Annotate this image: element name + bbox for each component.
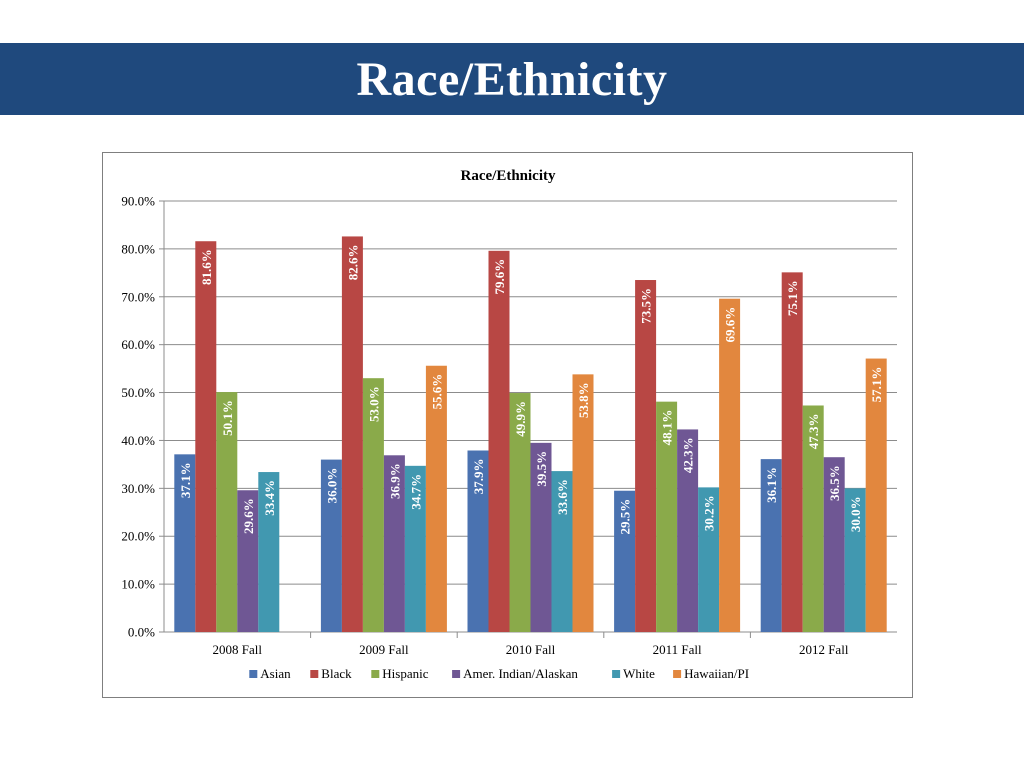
- legend-swatch: [673, 670, 682, 678]
- y-tick-label: 50.0%: [121, 385, 155, 400]
- bar: [383, 455, 405, 632]
- bar: [865, 358, 887, 632]
- legend-label: White: [623, 666, 655, 681]
- bar: [174, 454, 196, 632]
- legend-label: Hawaiian/PI: [684, 666, 749, 681]
- slide-title: Race/Ethnicity: [356, 52, 668, 106]
- data-label: 36.5%: [827, 465, 842, 501]
- data-label: 81.6%: [199, 249, 214, 285]
- legend-swatch: [452, 670, 461, 678]
- bar: [530, 442, 552, 632]
- bar-chart: Race/Ethnicity 0.0% 10.0% 20.0% 30.0% 40.0% 5…: [121, 168, 897, 681]
- bar: [216, 392, 238, 632]
- bar: [677, 429, 699, 632]
- data-label: 37.1%: [178, 462, 193, 498]
- y-tick-label: 90.0%: [121, 194, 155, 209]
- data-label: 30.2%: [702, 495, 717, 531]
- data-label: 29.5%: [618, 499, 633, 535]
- legend-label: Black: [321, 666, 352, 681]
- data-labels: 37.1% 81.6% 50.1% 29.6% 33.4% 36.0% 82.6% 53.0%…: [178, 244, 884, 534]
- legend-swatch: [612, 670, 621, 678]
- bar: [572, 374, 594, 632]
- bar: [635, 280, 657, 632]
- x-tick-label: 2012 Fall: [799, 642, 849, 657]
- data-label: 50.1%: [220, 400, 235, 436]
- bar: [237, 490, 259, 632]
- data-label: 39.5%: [534, 451, 549, 487]
- bar: [467, 450, 489, 632]
- data-label: 47.3%: [806, 413, 821, 449]
- y-tick-label: 0.0%: [128, 625, 155, 640]
- data-label: 49.9%: [513, 401, 528, 437]
- y-tick-label: 30.0%: [121, 481, 155, 496]
- y-tick-label: 10.0%: [121, 577, 155, 592]
- legend-swatch: [249, 670, 258, 678]
- legend-label: Hispanic: [382, 666, 428, 681]
- x-tick-label: 2010 Fall: [506, 642, 556, 657]
- bar: [488, 250, 510, 632]
- bar: [802, 405, 824, 632]
- data-label: 36.0%: [324, 468, 339, 504]
- data-label: 82.6%: [345, 244, 360, 280]
- bar: [404, 465, 426, 632]
- y-tick-label: 80.0%: [121, 241, 155, 256]
- bar: [844, 488, 866, 632]
- bar: [823, 457, 845, 632]
- bar: [551, 471, 573, 632]
- bar: [719, 298, 741, 632]
- bar: [781, 272, 803, 632]
- data-label: 34.7%: [408, 474, 423, 510]
- axes: 0.0% 10.0% 20.0% 30.0% 40.0% 50.0% 60.0% 70.0% 8…: [121, 194, 897, 657]
- data-label: 36.9%: [387, 463, 402, 499]
- data-label: 75.1%: [785, 280, 800, 316]
- x-tick-label: 2009 Fall: [359, 642, 409, 657]
- bar: [698, 487, 720, 632]
- bar: [509, 393, 531, 632]
- data-label: 55.6%: [429, 374, 444, 410]
- bar: [341, 236, 363, 632]
- data-label: 48.1%: [660, 410, 675, 446]
- bar: [195, 241, 217, 632]
- legend-swatch: [310, 670, 319, 678]
- data-label: 33.6%: [555, 479, 570, 515]
- legend-swatch: [371, 670, 380, 678]
- data-label: 69.6%: [723, 307, 738, 343]
- bar: [614, 490, 636, 632]
- bars: [174, 236, 887, 632]
- data-label: 33.4%: [262, 480, 277, 516]
- legend-label: Asian: [260, 666, 291, 681]
- bar: [362, 378, 384, 632]
- data-label: 37.9%: [471, 459, 486, 495]
- bar: [320, 459, 342, 632]
- legend-label: Amer. Indian/Alaskan: [463, 666, 578, 681]
- y-tick-label: 60.0%: [121, 337, 155, 352]
- y-tick-label: 20.0%: [121, 529, 155, 544]
- title-banner: Race/Ethnicity: [0, 43, 1024, 115]
- gridlines: [164, 200, 897, 585]
- data-label: 36.1%: [764, 467, 779, 503]
- x-tick-label: 2011 Fall: [653, 642, 702, 657]
- chart-title: Race/Ethnicity: [461, 168, 556, 184]
- x-tick-label: 2008 Fall: [213, 642, 263, 657]
- bar: [425, 365, 447, 632]
- data-label: 42.3%: [681, 437, 696, 473]
- data-label: 53.8%: [576, 382, 591, 418]
- data-label: 79.6%: [492, 259, 507, 295]
- data-label: 30.0%: [848, 496, 863, 532]
- legend: Asian Black Hispanic Amer. Indian/Alaskan Wh…: [249, 666, 749, 681]
- chart-frame: Race/Ethnicity 0.0% 10.0% 20.0% 30.0% 40.0% 5…: [102, 152, 913, 698]
- data-label: 29.6%: [241, 498, 256, 534]
- bar: [760, 459, 782, 632]
- y-tick-label: 70.0%: [121, 289, 155, 304]
- y-tick-label: 40.0%: [121, 433, 155, 448]
- data-label: 53.0%: [366, 386, 381, 422]
- bar: [258, 472, 280, 632]
- data-label: 73.5%: [639, 288, 654, 324]
- data-label: 57.1%: [869, 367, 884, 403]
- bar: [656, 401, 678, 632]
